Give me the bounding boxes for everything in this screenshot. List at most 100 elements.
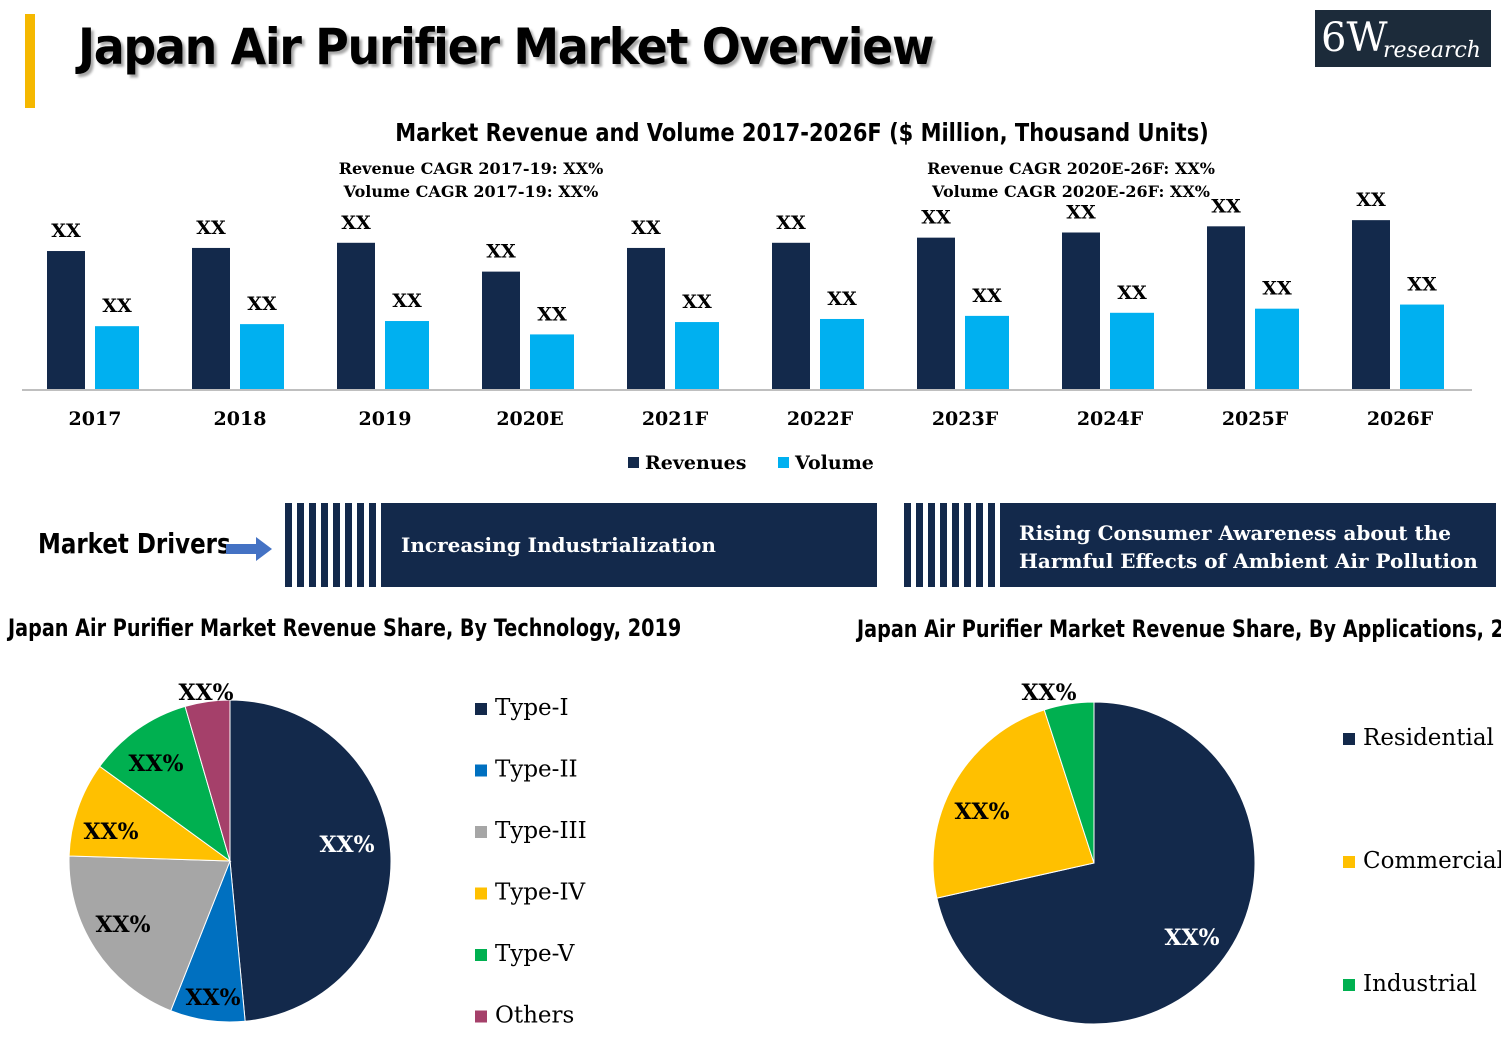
- legend-label-type-iv: Type-IV: [495, 880, 586, 906]
- pie-data-label-type-iii: XX%: [95, 912, 150, 938]
- technology-pie-title: Japan Air Purifier Market Revenue Share,…: [8, 614, 682, 642]
- data-label-volume-2025F: XX: [1262, 278, 1292, 300]
- pie-slice-others: [184, 699, 231, 862]
- bar-revenues-2021F: [627, 247, 665, 390]
- pie-data-label-industrial: XX%: [1021, 680, 1076, 706]
- pie-data-label-type-v: XX%: [128, 751, 183, 777]
- pie-slice-industrial: [1043, 701, 1095, 864]
- legend-label-type-iii: Type-III: [495, 818, 587, 844]
- technology-pie-chart: XX% XX% XX% XX% XX% XX% Type-I Type-II Type-III T…: [68, 680, 587, 1029]
- x-tick-label: 2023F: [932, 408, 999, 430]
- legend-swatch-type-iii: [475, 826, 487, 838]
- pie-slice-residential: [936, 701, 1256, 1025]
- data-label-revenues-2018: XX: [196, 217, 226, 239]
- pie-data-label-type-iv: XX%: [83, 819, 138, 845]
- legend-swatch-commercial: [1343, 856, 1355, 868]
- driver-card-air-pollution-awareness: Rising Consumer Awareness about the Harm…: [904, 503, 1496, 587]
- x-tick-label: 2018: [214, 408, 267, 430]
- data-label-volume-2018: XX: [247, 293, 277, 315]
- data-label-revenues-2026F: XX: [1356, 189, 1386, 211]
- pie-slice-type-i: [229, 699, 392, 1022]
- legend-label-type-ii: Type-II: [495, 757, 578, 783]
- legend-label-residential: Residential: [1363, 725, 1494, 751]
- bar-volume-2022F: [820, 318, 864, 390]
- pie-slice-type-iv: [68, 765, 232, 862]
- bar-volume-2017: [95, 326, 139, 390]
- bar-revenues-2026F: [1352, 220, 1390, 390]
- logo-wordmark: research: [1383, 38, 1481, 63]
- x-tick-label: 2020E: [496, 408, 563, 430]
- bar-revenues-2022F: [772, 242, 810, 390]
- data-label-revenues-2022F: XX: [776, 212, 806, 234]
- bar-volume-2021F: [675, 322, 719, 390]
- legend-swatch-revenues: [628, 457, 639, 468]
- legend-label-commercial: Commercial: [1363, 848, 1501, 874]
- applications-pie-title: Japan Air Purifier Market Revenue Share,…: [857, 615, 1501, 643]
- cagr-annotation-revenue-2017-19: Revenue CAGR 2017-19: XX%: [339, 159, 604, 178]
- cagr-annotation-revenue-2020-26: Revenue CAGR 2020E-26F: XX%: [927, 159, 1215, 178]
- data-label-volume-2019: XX: [392, 290, 422, 312]
- data-label-revenues-2024F: XX: [1066, 202, 1096, 224]
- bar-volume-2024F: [1110, 312, 1154, 390]
- bar-volume-2020E: [530, 334, 574, 390]
- data-label-volume-2024F: XX: [1117, 282, 1147, 304]
- pie-data-label-commercial: XX%: [954, 799, 1009, 825]
- pie-slice-type-iii: [68, 855, 231, 1012]
- x-tick-label: 2019: [359, 408, 412, 430]
- applications-pie-chart: XX% XX% XX% Residential Commercial Industrial: [932, 680, 1501, 1025]
- legend-label-type-i: Type-I: [495, 695, 569, 721]
- bar-revenues-2017: [47, 251, 85, 390]
- bar-revenues-2025F: [1207, 226, 1245, 390]
- data-label-revenues-2021F: XX: [631, 217, 661, 239]
- data-label-volume-2021F: XX: [682, 291, 712, 313]
- legend-label-type-v: Type-V: [495, 941, 575, 967]
- data-label-revenues-2023F: XX: [921, 207, 951, 229]
- legend-swatch-others: [475, 1010, 487, 1023]
- pie-data-label-others: XX%: [178, 680, 233, 706]
- data-label-revenues-2025F: XX: [1211, 195, 1241, 217]
- logo-mark: 6W: [1321, 15, 1388, 61]
- bar-revenues-2019: [337, 242, 375, 390]
- x-tick-label: 2024F: [1077, 408, 1144, 430]
- data-label-revenues-2017: XX: [51, 220, 81, 242]
- driver-text: Increasing Industrialization: [401, 533, 716, 557]
- pie-data-label-residential: XX%: [1164, 925, 1219, 951]
- driver-text: Rising Consumer Awareness about the Harm…: [1019, 521, 1478, 573]
- legend-swatch-industrial: [1343, 979, 1355, 991]
- x-tick-label: 2017: [69, 408, 122, 430]
- legend-swatch-type-iv: [475, 887, 487, 900]
- legend-label-industrial: Industrial: [1363, 971, 1477, 997]
- legend-swatch-type-ii: [475, 764, 487, 777]
- revenue-volume-bar-chart: Market Revenue and Volume 2017-2026F ($ …: [22, 119, 1472, 474]
- x-tick-label: 2025F: [1222, 408, 1289, 430]
- bar-volume-2026F: [1400, 304, 1444, 390]
- legend-label-volume: Volume: [794, 452, 874, 474]
- x-tick-label: 2022F: [787, 408, 854, 430]
- pie-slice-type-v: [99, 705, 231, 863]
- market-drivers-label: Market Drivers: [38, 527, 231, 560]
- legend-swatch-type-i: [475, 703, 487, 715]
- x-tick-label: 2026F: [1367, 408, 1434, 430]
- driver-card-industrialization: Increasing Industrialization: [285, 503, 877, 587]
- cagr-annotation-volume-2020-26: Volume CAGR 2020E-26F: XX%: [931, 182, 1210, 201]
- bar-revenues-2020E: [482, 271, 520, 390]
- bar-volume-2025F: [1255, 308, 1299, 390]
- legend-swatch-residential: [1343, 733, 1355, 745]
- legend-swatch-type-v: [475, 949, 487, 961]
- data-label-volume-2017: XX: [102, 295, 132, 317]
- legend-label-revenues: Revenues: [645, 452, 746, 474]
- data-label-revenues-2019: XX: [341, 212, 371, 234]
- bar-revenues-2024F: [1062, 232, 1100, 390]
- x-tick-label: 2021F: [642, 408, 709, 430]
- bar-chart-title: Market Revenue and Volume 2017-2026F ($ …: [395, 119, 1209, 147]
- data-label-volume-2022F: XX: [827, 288, 857, 310]
- cagr-annotation-volume-2017-19: Volume CAGR 2017-19: XX%: [343, 182, 599, 201]
- bar-volume-2023F: [965, 315, 1009, 390]
- legend-label-others: Others: [495, 1003, 574, 1029]
- bar-chart-legend: Revenues Volume: [628, 452, 874, 474]
- arrow-right-icon: [226, 537, 272, 561]
- data-label-volume-2026F: XX: [1407, 274, 1437, 296]
- page-title: Japan Air Purifier Market Overview: [78, 18, 934, 76]
- bar-volume-2018: [240, 324, 284, 390]
- bar-revenues-2018: [192, 247, 230, 390]
